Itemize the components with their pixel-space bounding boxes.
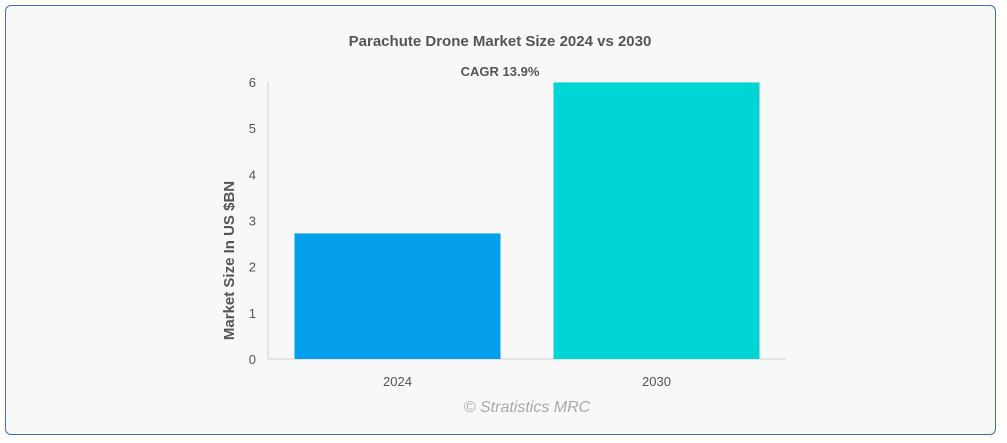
chart-title: Parachute Drone Market Size 2024 vs 2030 <box>348 33 652 50</box>
y-tick-label: 0 <box>249 352 256 367</box>
y-tick-label: 4 <box>249 167 256 182</box>
chart-bars <box>294 82 760 359</box>
y-tick-label: 1 <box>249 306 256 321</box>
x-tick-label: 2030 <box>642 374 671 389</box>
cagr-annotation: CAGR 13.9% <box>461 64 540 79</box>
y-tick-label: 2 <box>249 260 256 275</box>
bar-2024 <box>294 233 501 359</box>
chart-labels: 2024 2030 CAGR 13.9% <box>383 64 671 389</box>
chart-axes: 0 1 2 3 4 5 6 Market Size In US $BN <box>221 75 786 367</box>
y-tick-label: 3 <box>249 214 256 229</box>
bar-2030 <box>553 82 760 359</box>
chart-frame <box>5 5 996 435</box>
y-tick-label: 5 <box>249 121 256 136</box>
y-axis-title: Market Size In US $BN <box>221 181 238 340</box>
y-tick-label: 6 <box>249 75 256 90</box>
x-tick-label: 2024 <box>383 374 412 389</box>
watermark: © Stratistics MRC <box>463 399 591 416</box>
